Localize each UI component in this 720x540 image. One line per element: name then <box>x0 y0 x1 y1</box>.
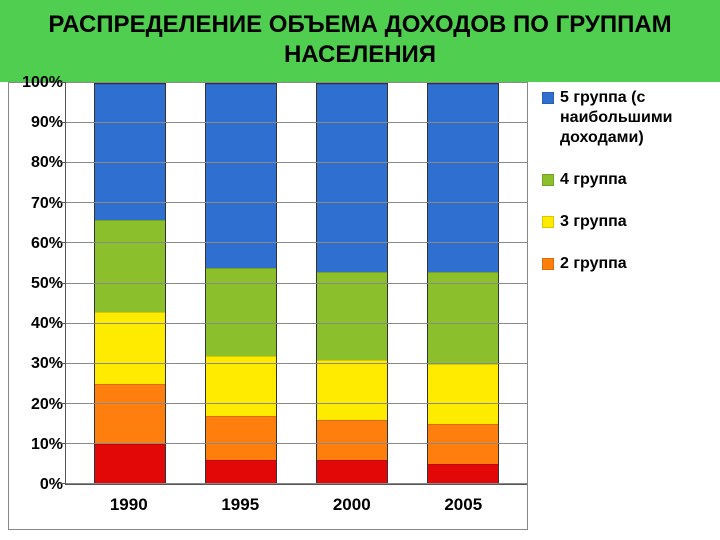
page: РАСПРЕДЕЛЕНИЕ ОБЪЕМА ДОХОДОВ ПО ГРУППАМ … <box>0 0 720 540</box>
bar-segment-g3 <box>317 360 387 420</box>
legend-swatch <box>542 92 554 104</box>
y-tick-label: 20% <box>31 396 63 414</box>
gridline <box>66 82 527 83</box>
chart-wrap: 0%10%20%30%40%50%60%70%80%90%100% 199019… <box>0 82 720 540</box>
plot-area <box>65 83 527 485</box>
bar-segment-g1 <box>317 460 387 484</box>
legend-label: 5 группа (с наибольшими доходами) <box>560 88 704 148</box>
bar-segment-g2 <box>428 424 498 464</box>
y-axis: 0%10%20%30%40%50%60%70%80%90%100% <box>9 83 65 485</box>
tick-mark <box>60 403 66 404</box>
legend-item-g2: 2 группа <box>542 254 704 274</box>
tick-mark <box>60 122 66 123</box>
legend-swatch <box>542 216 554 228</box>
y-tick-label: 80% <box>31 154 63 172</box>
legend-label: 3 группа <box>560 212 627 232</box>
gridline <box>66 443 527 444</box>
tick-mark <box>60 82 66 83</box>
x-label: 2000 <box>316 495 388 529</box>
tick-mark <box>60 443 66 444</box>
y-tick-label: 30% <box>31 355 63 373</box>
bar-segment-g1 <box>206 460 276 484</box>
bar-segment-g1 <box>95 444 165 484</box>
bar <box>427 83 499 484</box>
bar-segment-g1 <box>428 464 498 484</box>
x-axis: 1990 1995 2000 2005 <box>9 485 527 529</box>
bar-segment-g4 <box>428 272 498 364</box>
tick-mark <box>60 162 66 163</box>
gridline <box>66 162 527 163</box>
bar-segment-g5 <box>206 84 276 268</box>
bar-segment-g4 <box>95 220 165 312</box>
gridline <box>66 122 527 123</box>
y-tick-label: 0% <box>40 476 63 494</box>
plot-row: 0%10%20%30%40%50%60%70%80%90%100% <box>9 83 527 485</box>
tick-mark <box>60 323 66 324</box>
x-label: 1990 <box>93 495 165 529</box>
y-tick-label: 60% <box>31 235 63 253</box>
bar-segment-g2 <box>206 416 276 460</box>
legend-swatch <box>542 174 554 186</box>
y-tick-label: 50% <box>31 275 63 293</box>
tick-mark <box>60 363 66 364</box>
legend-item-g4: 4 группа <box>542 170 704 190</box>
bar-segment-g2 <box>317 420 387 460</box>
y-tick-label: 90% <box>31 114 63 132</box>
bar <box>205 83 277 484</box>
x-labels: 1990 1995 2000 2005 <box>65 485 527 529</box>
bar-segment-g2 <box>95 384 165 444</box>
bar-segment-g3 <box>206 356 276 416</box>
gridline <box>66 483 527 484</box>
legend: 5 группа (с наибольшими доходами) 4 групп… <box>528 82 712 530</box>
chart-box: 0%10%20%30%40%50%60%70%80%90%100% 199019… <box>8 82 528 530</box>
bar-segment-g5 <box>95 84 165 220</box>
gridline <box>66 403 527 404</box>
legend-label: 4 группа <box>560 170 627 190</box>
gridline <box>66 323 527 324</box>
gridline <box>66 283 527 284</box>
tick-mark <box>60 483 66 484</box>
y-tick-label: 70% <box>31 195 63 213</box>
bars-container <box>66 83 527 484</box>
x-label: 2005 <box>427 495 499 529</box>
gridline <box>66 363 527 364</box>
gridline <box>66 242 527 243</box>
tick-mark <box>60 283 66 284</box>
bar-segment-g4 <box>317 272 387 360</box>
bar-segment-g4 <box>206 268 276 356</box>
legend-label: 2 группа <box>560 254 627 274</box>
y-tick-label: 10% <box>31 436 63 454</box>
tick-mark <box>60 242 66 243</box>
bar-segment-g5 <box>317 84 387 272</box>
page-title: РАСПРЕДЕЛЕНИЕ ОБЪЕМА ДОХОДОВ ПО ГРУППАМ … <box>0 0 720 82</box>
bar <box>94 83 166 484</box>
bar-segment-g3 <box>428 364 498 424</box>
tick-mark <box>60 202 66 203</box>
legend-item-g3: 3 группа <box>542 212 704 232</box>
y-tick-label: 40% <box>31 315 63 333</box>
x-label: 1995 <box>204 495 276 529</box>
bar-segment-g5 <box>428 84 498 272</box>
legend-item-g5: 5 группа (с наибольшими доходами) <box>542 88 704 148</box>
gridline <box>66 202 527 203</box>
legend-swatch <box>542 258 554 270</box>
y-tick-label: 100% <box>22 74 63 92</box>
bar <box>316 83 388 484</box>
